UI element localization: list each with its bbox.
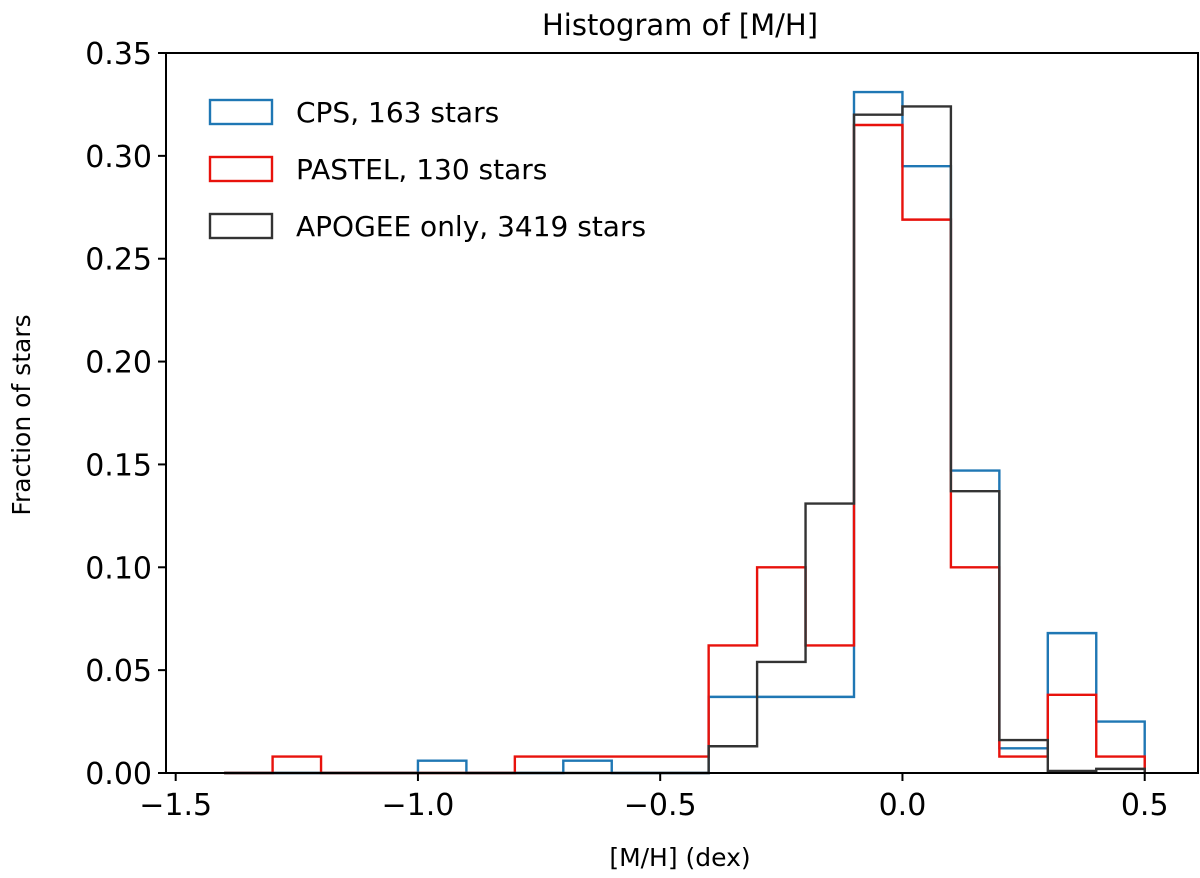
- legend: CPS, 163 stars PASTEL, 130 stars APOGEE on…: [208, 96, 646, 243]
- y-tick-label: 0.30: [85, 140, 152, 175]
- histogram-series-group: [224, 90, 1146, 775]
- legend-label: PASTEL, 130 stars: [296, 153, 547, 186]
- legend-label: CPS, 163 stars: [296, 96, 499, 129]
- y-tick-label: 0.10: [85, 551, 152, 586]
- histogram-series-3: [224, 105, 1146, 775]
- y-tick-label: 0.20: [85, 346, 152, 381]
- y-tick-label: 0.00: [85, 757, 152, 792]
- legend-swatch: [208, 98, 274, 126]
- y-tick-label: 0.15: [85, 448, 152, 483]
- y-tick-label: 0.05: [85, 654, 152, 689]
- x-tick-label: −1.0: [382, 788, 455, 823]
- plot-frame: [165, 52, 1199, 774]
- legend-label: APOGEE only, 3419 stars: [296, 210, 646, 243]
- y-tick-label: 0.35: [85, 37, 152, 72]
- legend-swatch: [208, 155, 274, 183]
- x-tick-label: −1.5: [139, 788, 212, 823]
- x-tick-label: 0.0: [879, 788, 927, 823]
- histogram-series-1: [224, 90, 1146, 775]
- x-axis-label: [M/H] (dex): [609, 843, 750, 872]
- x-tick-label: −0.5: [624, 788, 697, 823]
- x-axis: −1.5 −1.0 −0.5 0.0 0.5: [139, 773, 1169, 823]
- y-axis-label: Fraction of stars: [7, 314, 36, 515]
- y-axis: 0.00 0.05 0.10 0.15 0.20 0.25 0.30 0.35: [85, 37, 166, 792]
- y-tick-label: 0.25: [85, 243, 152, 278]
- x-tick-label: 0.5: [1121, 788, 1169, 823]
- chart-title: Histogram of [M/H]: [542, 8, 818, 42]
- legend-swatch: [208, 212, 274, 240]
